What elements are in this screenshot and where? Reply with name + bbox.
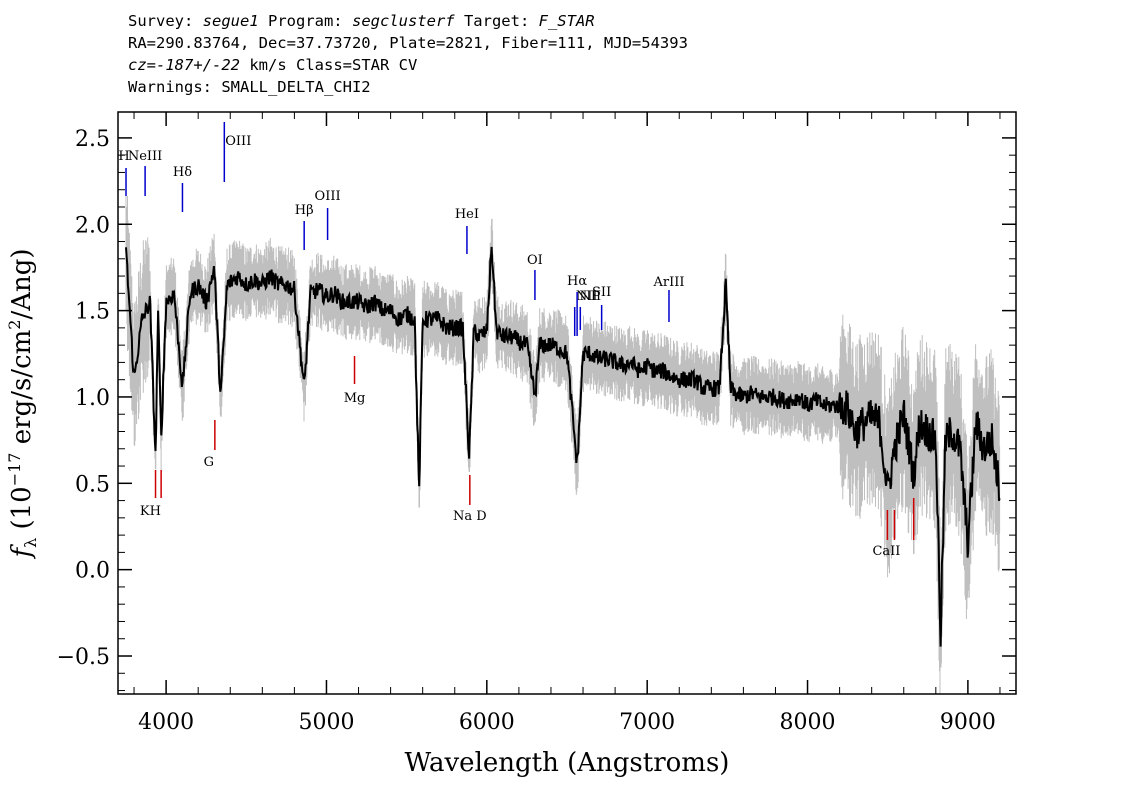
y-tick-label: −0.5 xyxy=(57,645,110,670)
absorption-label-4: CaII xyxy=(872,544,900,559)
y-tick-label: 1.0 xyxy=(75,386,110,411)
cz-equals: = xyxy=(146,56,157,74)
target-value: F_STAR xyxy=(538,12,595,30)
cz-class: km/s Class=STAR CV xyxy=(240,56,418,74)
y-tick-label: 1.5 xyxy=(75,300,110,325)
absorption-label-3: Na D xyxy=(453,509,487,524)
x-tick-label: 7000 xyxy=(619,710,675,735)
x-tick-label: 4000 xyxy=(138,710,194,735)
x-axis-label: Wavelength (Angstroms) xyxy=(405,748,730,778)
flux-line xyxy=(125,246,1001,647)
emission-label-3: OIII xyxy=(225,134,251,149)
cz-symbol: cz xyxy=(128,56,147,74)
header-line-warnings: Warnings: SMALL_DELTA_CHI2 xyxy=(128,78,371,96)
line-markers: HNeIIIHδOIIIHβOIIIHeIOINIIHαNIISIIArIIIK… xyxy=(118,122,915,559)
emission-label-6: HeI xyxy=(455,207,479,222)
y-label-pre: (10 xyxy=(7,486,37,538)
survey-value: segue1 xyxy=(202,12,259,30)
absorption-label-0: KH xyxy=(140,504,161,519)
y-tick-label: 2.0 xyxy=(75,213,110,238)
flux-layer xyxy=(125,246,1001,647)
y-axis-label: fλ (10−17 erg/s/cm2/Ang) xyxy=(5,248,40,559)
x-tick-label: 8000 xyxy=(780,710,836,735)
absorption-label-1: G xyxy=(204,455,214,470)
emission-label-2: Hδ xyxy=(173,165,192,180)
y-label-mid: erg/s/cm xyxy=(7,330,37,453)
program-label: Program: xyxy=(258,12,352,30)
y-label-lambda: λ xyxy=(21,538,40,548)
y-tick-label: 0.0 xyxy=(75,559,110,584)
error-band xyxy=(125,190,1001,694)
cz-value: -187+/-22 xyxy=(156,56,241,74)
error-band-path xyxy=(125,190,1001,694)
x-tick-label: 9000 xyxy=(940,710,996,735)
spectrum-header: Survey: segue1 Program: segclusterf Targ… xyxy=(128,10,688,98)
emission-label-8: NII xyxy=(576,289,598,304)
plot-frame xyxy=(117,111,1017,695)
header-line-survey: Survey: segue1 Program: segclusterf Targ… xyxy=(128,10,688,32)
x-tick-label: 6000 xyxy=(459,710,515,735)
program-value: segclusterf xyxy=(351,12,455,30)
emission-label-11: SII xyxy=(592,285,611,300)
header-line-coords: RA=290.83764, Dec=37.73720, Plate=2821, … xyxy=(128,34,688,52)
survey-label: Survey: xyxy=(128,12,203,30)
emission-label-5: OIII xyxy=(315,189,341,204)
emission-label-4: Hβ xyxy=(295,203,314,218)
emission-label-0: H xyxy=(118,149,129,164)
y-tick-label: 2.5 xyxy=(75,127,110,152)
y-tick-label: 0.5 xyxy=(75,472,110,497)
emission-label-1: NeIII xyxy=(128,149,162,164)
y-label-post: /Ang) xyxy=(7,248,37,319)
emission-label-9: Hα xyxy=(567,274,587,289)
target-label: Target: xyxy=(454,12,539,30)
y-label-exp: −17 xyxy=(5,453,24,487)
emission-label-12: ArIII xyxy=(652,275,684,290)
emission-label-7: OI xyxy=(527,253,543,268)
header-line-redshift: cz=-187+/-22 km/s Class=STAR CV xyxy=(128,54,688,76)
emission-label-10: NII xyxy=(579,289,601,304)
y-label-exp2: 2 xyxy=(5,320,24,330)
x-tick-label: 5000 xyxy=(298,710,354,735)
absorption-label-2: Mg xyxy=(344,391,366,406)
axis-ticks: 4000 5000 6000 7000 8000 9000 −0.5 0.0 0.5 1.0 1.5… xyxy=(57,112,1016,735)
